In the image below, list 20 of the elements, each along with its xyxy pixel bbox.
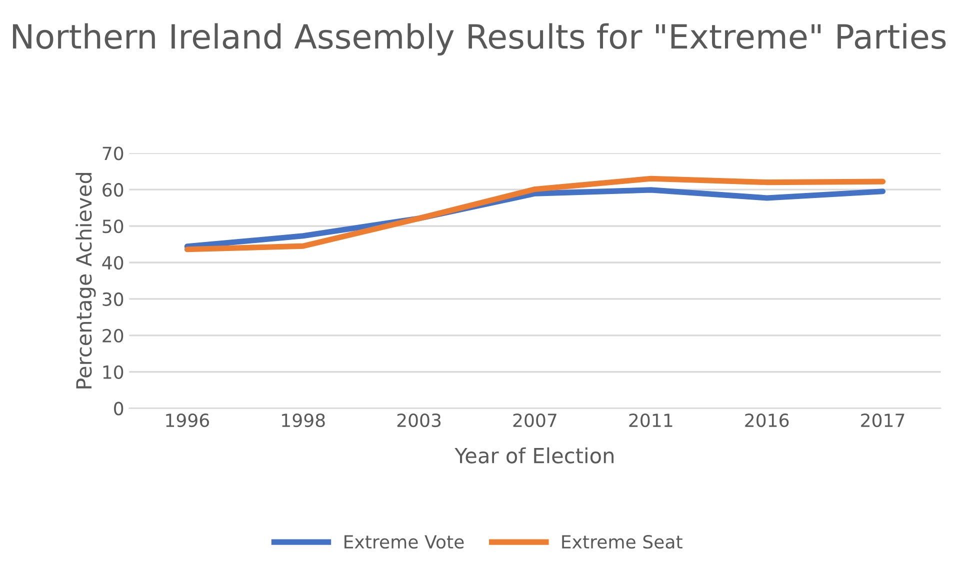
x-tick-label: 2016: [745, 414, 789, 428]
x-tick-label: 2017: [861, 414, 904, 428]
y-axis-title: Percentage Achieved: [76, 172, 96, 388]
chart-title: Northern Ireland Assembly Results for "Extreme" Parties: [12, 23, 946, 56]
x-tick-label: 2011: [629, 414, 672, 428]
y-tick-label: 30: [102, 292, 124, 306]
x-tick-label: 1996: [166, 414, 209, 428]
x-tick-label: 2007: [513, 414, 556, 428]
y-tick-label: 40: [102, 256, 124, 270]
y-tick-label: 10: [103, 365, 124, 379]
y-tick-label: 20: [102, 328, 124, 343]
x-tick-label: 1998: [282, 414, 325, 428]
legend-label: Extreme Seat: [562, 534, 682, 549]
x-tick-label: 2003: [397, 414, 441, 428]
y-tick-label: 70: [102, 146, 124, 160]
y-tick-label: 50: [102, 219, 124, 234]
y-tick-label: 0: [114, 402, 124, 416]
x-axis-title: Year of Election: [454, 447, 614, 464]
legend-label: Extreme Vote: [344, 535, 464, 549]
y-tick-label: 60: [102, 183, 124, 197]
